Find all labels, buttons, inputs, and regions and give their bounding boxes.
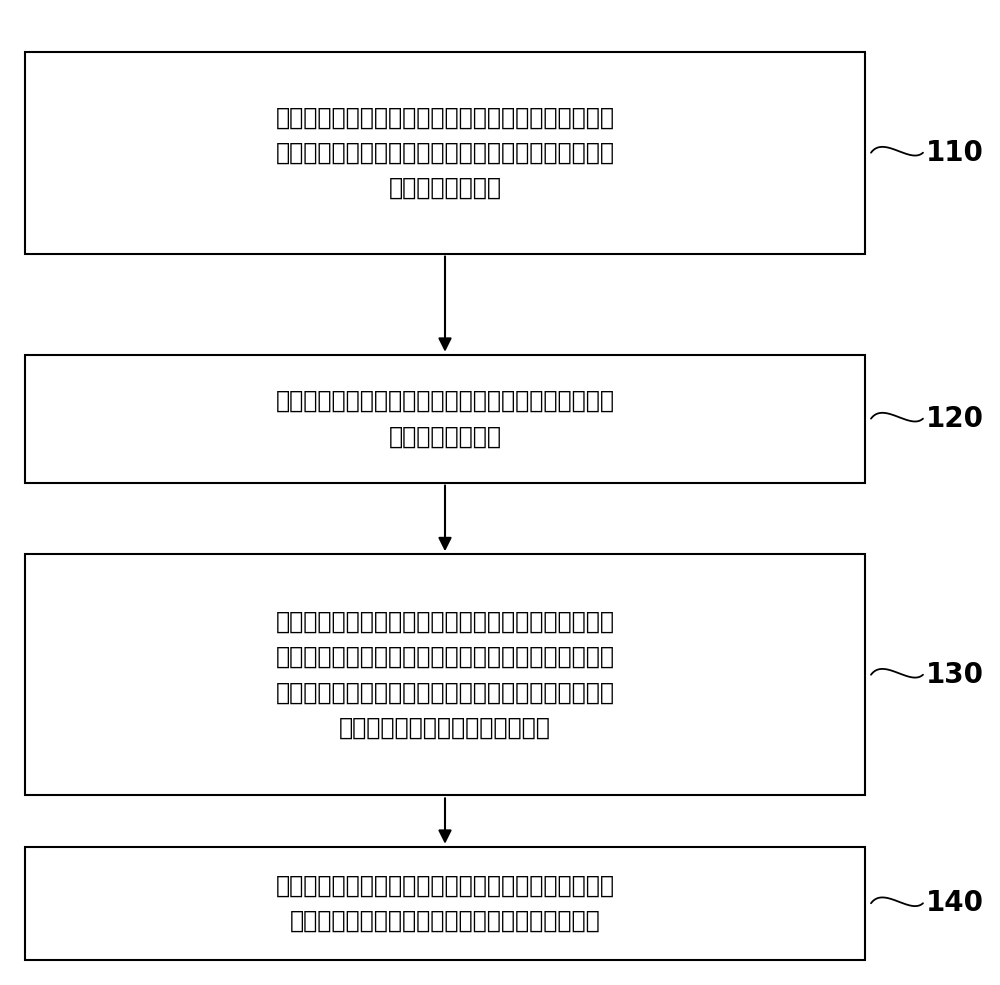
Text: 基于预设的虚拟编组列表，向第一终端发送联挂预备信
息，所述联挂预备信息具有与所述第一终端以及第二终
端对应的特征信息: 基于预设的虚拟编组列表，向第一终端发送联挂预备信 息，所述联挂预备信息具有与所述… xyxy=(276,105,614,200)
Text: 基于所述第一终端状态信息和所述第二终端状态信息，
向所述第一终端和所述第二终端发送联挂确认信息: 基于所述第一终端状态信息和所述第二终端状态信息， 向所述第一终端和所述第二终端发… xyxy=(276,874,614,933)
FancyBboxPatch shape xyxy=(25,846,865,959)
Text: 130: 130 xyxy=(926,661,984,689)
Text: 110: 110 xyxy=(926,139,984,166)
Text: 接收所述第二终端发送的第二终端状态信息，所述第二
终端状态信息为所述第二终端基于接收的虚拟联挂请求
生成的，所述虚拟联挂请求为所述第一终端基于所述联
挂预备信息: 接收所述第二终端发送的第二终端状态信息，所述第二 终端状态信息为所述第二终端基于… xyxy=(276,610,614,740)
Text: 接收所述第一终端发送的基于所述联挂预备信息生成的
第一终端状态信息: 接收所述第一终端发送的基于所述联挂预备信息生成的 第一终端状态信息 xyxy=(276,389,614,448)
Text: 120: 120 xyxy=(926,405,984,432)
FancyBboxPatch shape xyxy=(25,554,865,796)
Text: 140: 140 xyxy=(926,889,984,917)
FancyBboxPatch shape xyxy=(25,51,865,254)
FancyBboxPatch shape xyxy=(25,355,865,483)
